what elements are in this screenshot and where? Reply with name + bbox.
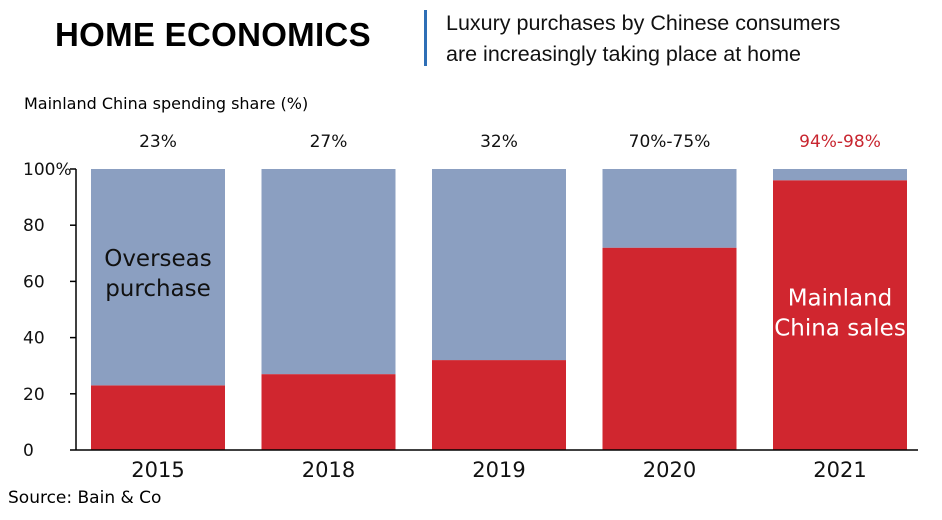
y-tick-label-100: 100%	[23, 160, 72, 180]
subtitle-line-1: Luxury purchases by Chinese consumers	[446, 11, 841, 35]
annotations-layer: Overseas purchase Mainland China sales	[104, 246, 906, 341]
y-tick-label-20: 20	[23, 385, 45, 405]
y-tick-label-60: 60	[23, 272, 45, 292]
subtitle-line-2: are increasingly taking place at home	[446, 42, 801, 66]
annotation-overseas-purchase: Overseas purchase	[104, 246, 212, 302]
top-label-2021: 94%-98%	[799, 132, 881, 152]
x-tick-label-2018: 2018	[302, 458, 355, 482]
bar-mainland-2021	[773, 180, 907, 451]
bar-mainland-2020	[602, 247, 737, 450]
bar-overseas-2021	[773, 169, 907, 181]
annotation-line: Mainland	[788, 285, 893, 311]
bar-mainland-2019	[432, 360, 566, 450]
top-labels-layer: 23% 27% 32% 70%-75% 94%-98%	[139, 132, 881, 152]
bar-overseas-2020	[602, 169, 737, 248]
chart-subtitle: Luxury purchases by Chinese consumers ar…	[446, 8, 840, 70]
annotation-line: Overseas	[104, 246, 212, 272]
x-tick-label-2020: 2020	[643, 458, 696, 482]
bar-mainland-2018	[261, 374, 396, 450]
y-tick-label-0: 0	[23, 441, 34, 461]
chart-title: HOME ECONOMICS	[55, 16, 371, 53]
top-label-2019: 32%	[480, 132, 518, 152]
x-tick-label-2015: 2015	[131, 458, 184, 482]
top-label-2018: 27%	[310, 132, 348, 152]
y-axis-label: Mainland China spending share (%)	[24, 94, 309, 113]
annotation-mainland-china-sales: Mainland China sales	[774, 285, 906, 341]
title-divider	[424, 10, 427, 66]
bar-overseas-2015	[91, 169, 225, 386]
y-tick-label-40: 40	[23, 329, 45, 349]
x-tick-label-2019: 2019	[472, 458, 525, 482]
x-tick-label-2021: 2021	[813, 458, 866, 482]
y-axis: 0 20 40 60 80 100%	[23, 160, 77, 461]
top-label-2015: 23%	[139, 132, 177, 152]
source-note: Source: Bain & Co	[8, 488, 162, 508]
top-label-2020: 70%-75%	[629, 132, 711, 152]
y-tick-label-80: 80	[23, 216, 45, 236]
bar-mainland-2015	[91, 385, 225, 450]
bar-overseas-2018	[261, 169, 396, 375]
x-axis: 2015 2018 2019 2020 2021	[76, 449, 918, 482]
annotation-line: purchase	[105, 276, 211, 302]
bar-overseas-2019	[432, 169, 566, 361]
bars-layer	[91, 169, 907, 451]
annotation-line: China sales	[774, 315, 906, 341]
